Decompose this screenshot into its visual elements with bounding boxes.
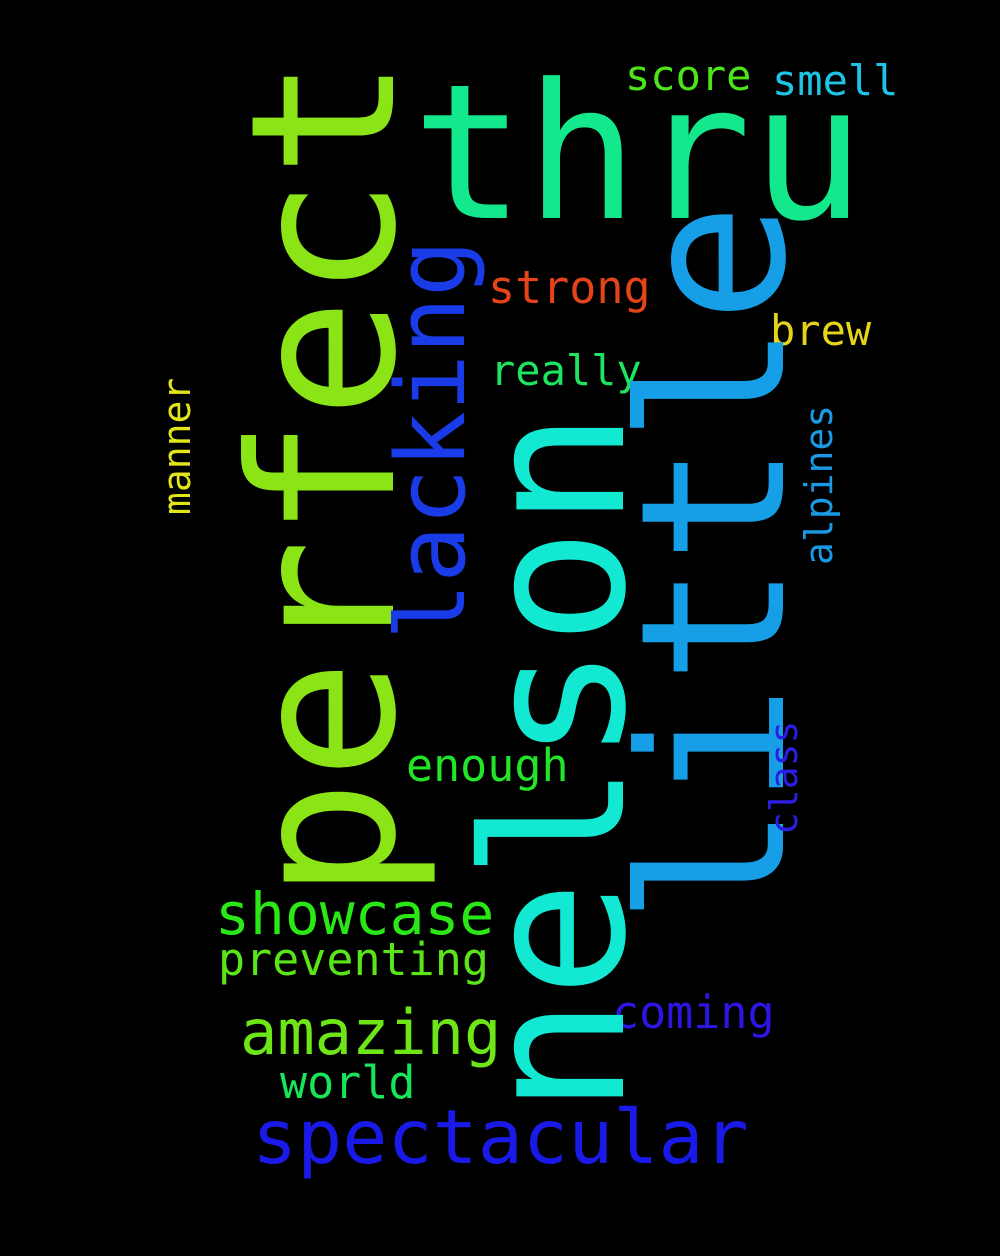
word-strong: strong [488,261,651,314]
word-really: really [490,346,642,395]
word-showcase: showcase [215,880,495,948]
word-thru: thru [412,44,865,263]
word-coming: coming [612,986,775,1039]
word-alpines: alpines [797,404,841,565]
word-brew: brew [770,306,872,355]
word-spectacular: spectacular [252,1093,749,1181]
word-amazing: amazing [240,996,502,1069]
word-score: score [625,51,752,100]
word-nelson: nelson [442,410,669,1115]
word-manner: manner [155,377,199,515]
word-class: class [762,720,806,835]
word-world: world [280,1056,416,1109]
word-enough: enough [406,739,569,792]
word-smell: smell [772,56,899,105]
word-lacking: lacking [377,239,487,640]
word-preventing: preventing [218,933,489,986]
